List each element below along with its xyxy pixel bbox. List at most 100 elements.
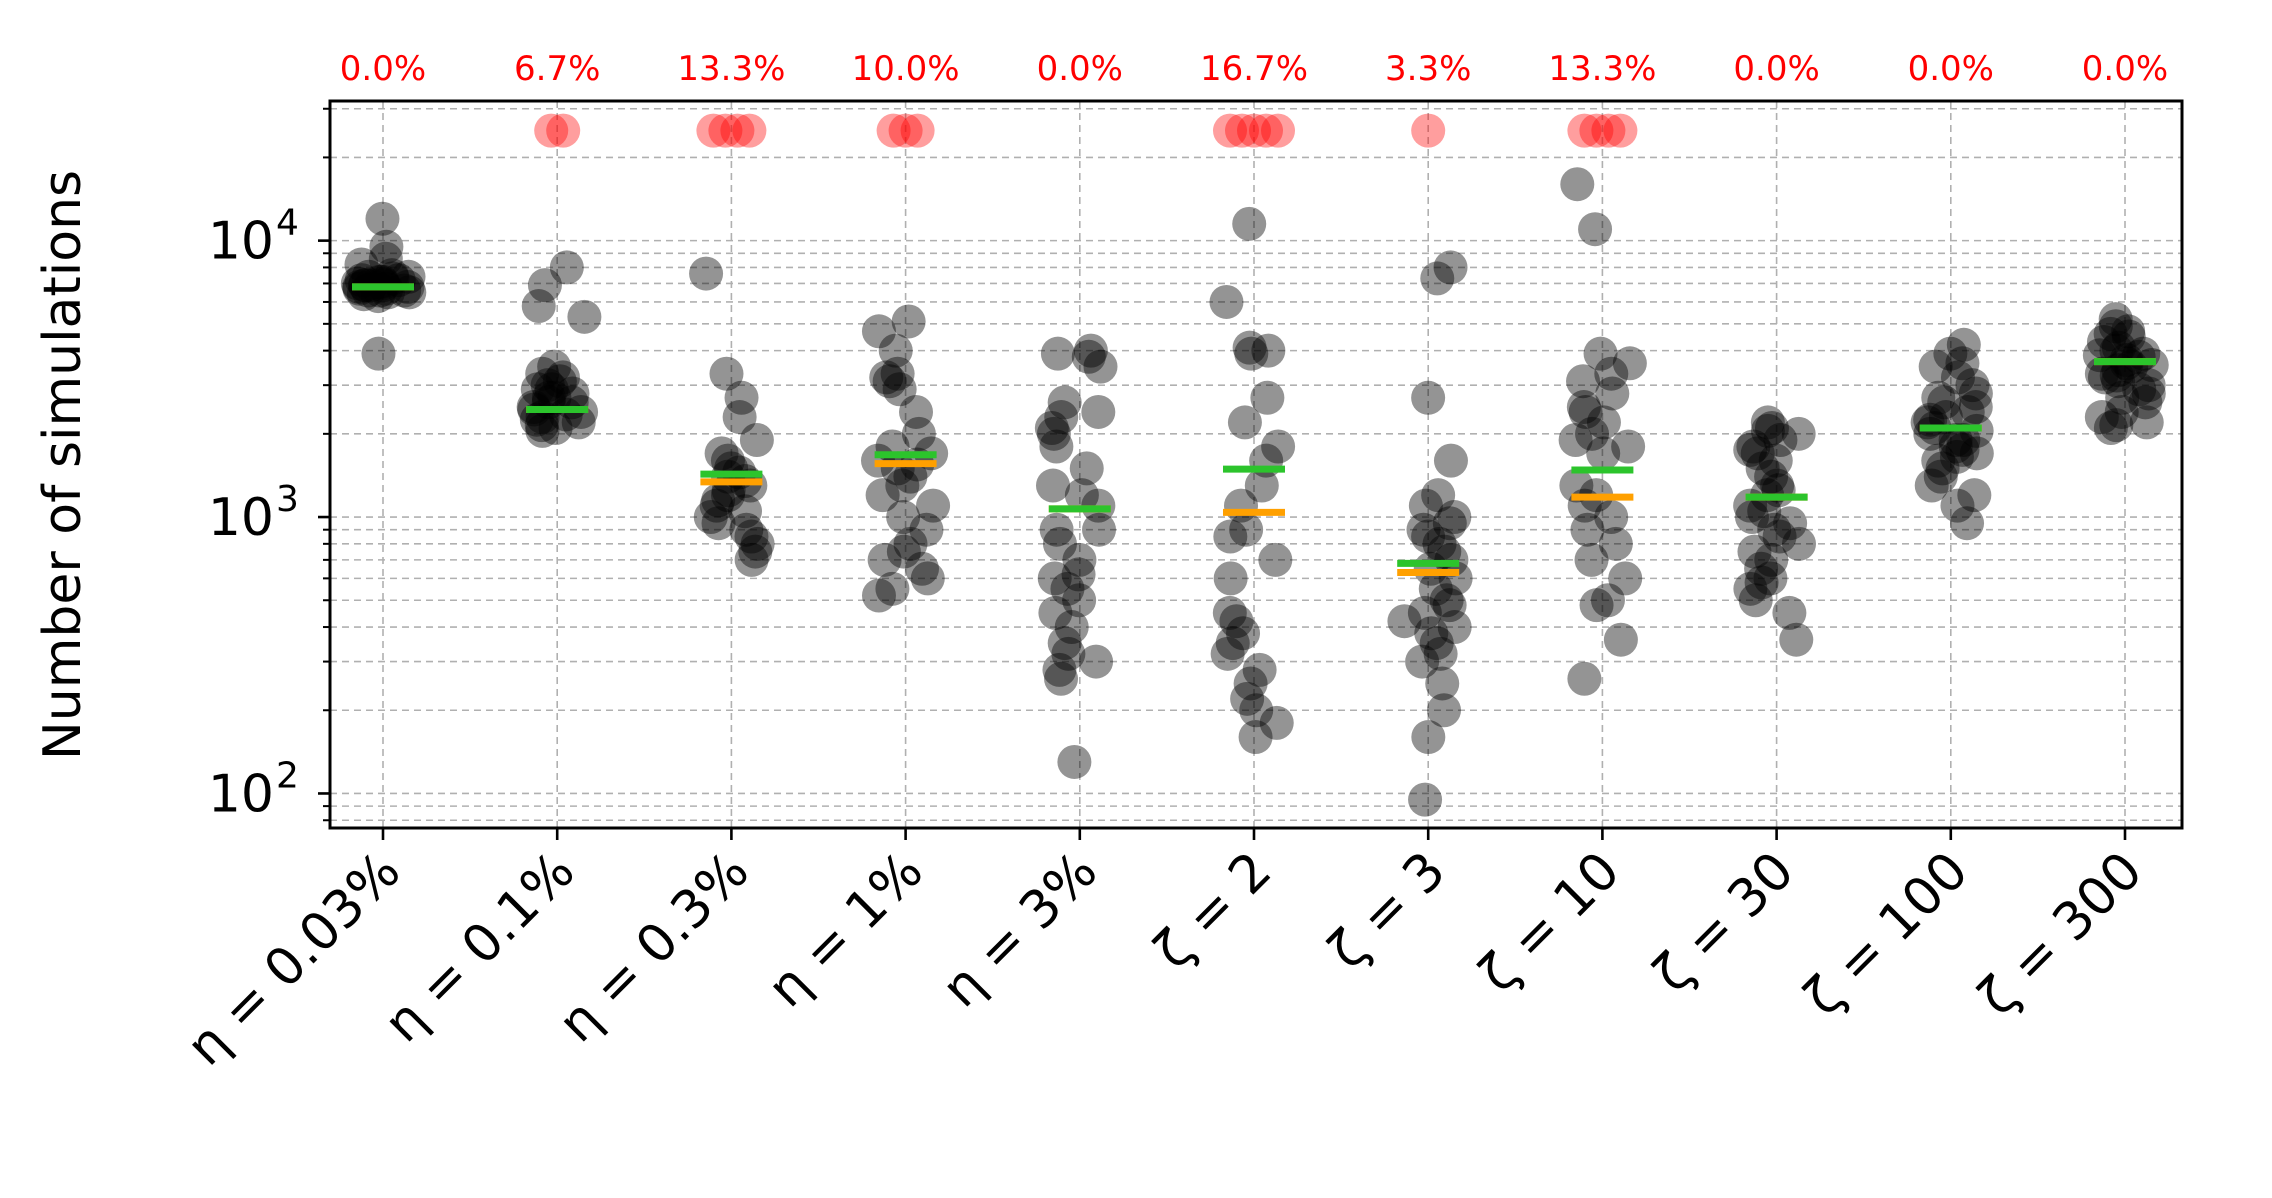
data-point [1946,422,1981,457]
failure-percent-label: 10.0% [852,49,960,89]
data-point [1405,644,1440,679]
data-point [1408,488,1443,523]
data-point [1406,512,1441,547]
data-point [561,405,596,440]
data-point [1242,652,1277,687]
data-point [1411,380,1446,415]
failure-point [1225,113,1259,148]
data-point [704,436,739,471]
data-point [710,443,745,478]
data-point [1598,526,1633,561]
data-point [1560,167,1595,202]
data-point [1071,339,1106,374]
data-point [1921,443,1956,478]
data-point [1073,333,1108,368]
failure-percent-label: 0.0% [1733,49,1819,89]
x-tick-label: ζ = 300 [1967,841,2154,1028]
data-point [875,571,910,606]
data-point [1754,542,1789,577]
data-point [1933,336,1968,371]
y-axis-label: Number of simulations [33,170,93,760]
data-point [1738,583,1773,618]
data-point [1558,422,1593,457]
data-point [1419,626,1454,661]
data-point [1083,349,1118,384]
data-point [1061,557,1096,592]
data-point [1233,666,1268,701]
data-point [1232,206,1267,241]
data-point [1781,416,1816,451]
data-point [1594,356,1629,391]
data-point [1611,429,1646,464]
failure-percent-label: 16.7% [1200,49,1308,89]
data-point [1079,644,1114,679]
data-point [1432,588,1467,623]
failure-point [888,113,923,148]
data-point [1238,720,1273,755]
failure-point [1411,113,1446,148]
data-point [1568,394,1603,429]
failure-point [1603,113,1638,148]
data-point [1050,571,1085,606]
data-point [1251,333,1286,368]
data-point [1782,526,1817,561]
x-tick-label: ζ = 100 [1793,841,1980,1028]
failure-point [708,113,743,148]
data-point [1427,693,1462,728]
data-point [880,451,915,486]
data-point [2111,319,2146,354]
data-point [724,380,759,415]
data-point [521,289,556,324]
data-point [728,494,763,529]
data-point [1387,604,1422,639]
data-point [899,394,934,429]
data-point [1035,468,1070,503]
failure-point [1237,113,1271,148]
data-point [2131,376,2166,411]
data-point [2084,400,2119,435]
data-point [1227,405,1262,440]
data-point [878,333,913,368]
data-point [1432,506,1467,541]
data-point [1566,364,1601,399]
data-point [865,478,900,513]
data-point [1418,571,1453,606]
data-point [701,483,736,518]
data-point [1062,583,1097,618]
data-point [2093,410,2128,445]
data-point [740,526,775,561]
data-point [2093,316,2128,351]
data-point [1959,436,1994,471]
data-point [2111,314,2146,349]
data-point [1215,626,1250,661]
data-point [1051,636,1086,671]
data-point [524,408,559,443]
data-point [2121,339,2156,374]
data-point [369,229,404,264]
data-point [734,519,769,554]
data-point [1229,512,1264,547]
data-point [2105,380,2140,415]
failure-point [696,113,731,148]
data-point [555,376,590,411]
data-point [1753,561,1788,596]
data-point [1042,652,1077,687]
failure-point [720,113,755,148]
data-point [1578,212,1613,247]
data-point [1958,376,1993,411]
x-tick-label: η = 0.03% [175,841,412,1078]
failure-point [732,113,767,148]
data-point [901,416,936,451]
data-point [2128,385,2163,420]
data-point [880,356,915,391]
data-point [1945,432,1980,467]
data-point [1234,336,1269,371]
data-point [1921,380,1956,415]
data-point [1429,583,1464,618]
data-point [1420,261,1455,296]
data-point [886,500,921,535]
failure-percent-label: 0.0% [1037,49,1123,89]
data-point [1036,416,1071,451]
data-point [1575,416,1610,451]
data-point [1570,512,1605,547]
